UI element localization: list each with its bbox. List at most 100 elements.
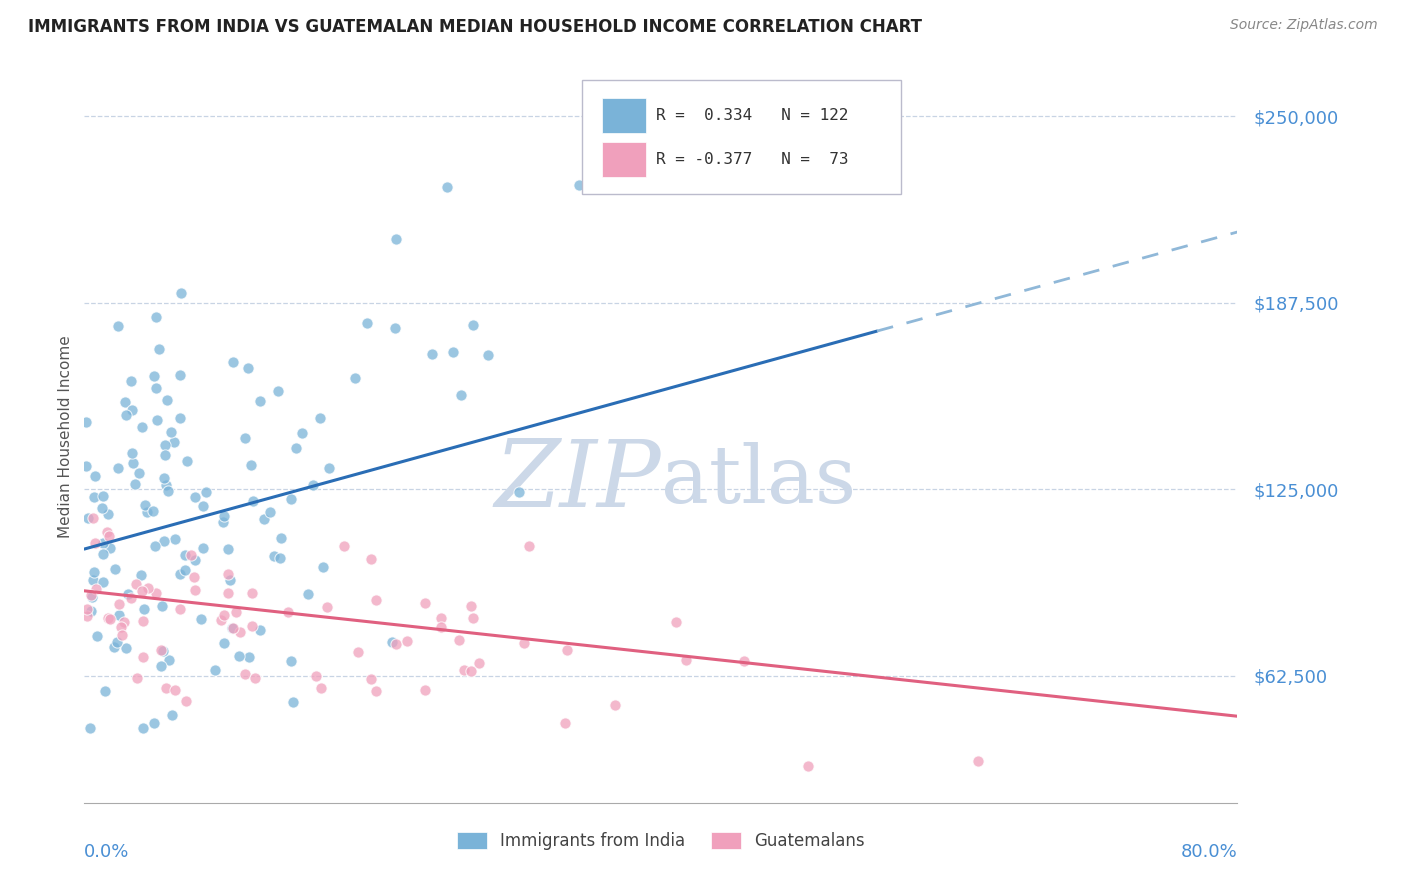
- Point: [103, 640, 125, 655]
- Point: [430, 620, 453, 634]
- Point: [170, 286, 193, 301]
- Point: [121, 403, 143, 417]
- Point: [249, 623, 271, 637]
- Point: [675, 653, 697, 667]
- Point: [191, 541, 214, 555]
- Point: [84, 582, 107, 596]
- Point: [110, 620, 132, 634]
- Point: [142, 504, 165, 518]
- Point: [312, 559, 335, 574]
- Point: [125, 576, 148, 591]
- Point: [360, 551, 382, 566]
- Point: [460, 664, 482, 678]
- Point: [233, 667, 256, 681]
- Point: [152, 644, 174, 658]
- Point: [83, 468, 105, 483]
- Text: atlas: atlas: [661, 442, 856, 520]
- Point: [155, 478, 177, 492]
- Point: [104, 562, 127, 576]
- Point: [420, 347, 443, 361]
- Point: [131, 420, 153, 434]
- Point: [155, 681, 177, 695]
- Point: [143, 539, 166, 553]
- Point: [568, 178, 591, 193]
- Point: [297, 587, 319, 601]
- Point: [145, 381, 167, 395]
- Point: [318, 461, 340, 475]
- Point: [665, 615, 688, 629]
- Point: [212, 508, 235, 523]
- Point: [134, 499, 156, 513]
- Point: [169, 368, 191, 383]
- Point: [115, 641, 138, 656]
- Point: [97, 611, 120, 625]
- Point: [253, 512, 276, 526]
- Point: [114, 394, 136, 409]
- Point: [129, 568, 152, 582]
- Point: [105, 635, 128, 649]
- Point: [79, 589, 101, 603]
- Point: [76, 609, 98, 624]
- Point: [557, 643, 579, 657]
- Point: [733, 653, 755, 667]
- Point: [97, 507, 120, 521]
- Text: Source: ZipAtlas.com: Source: ZipAtlas.com: [1230, 18, 1378, 32]
- Point: [436, 180, 458, 194]
- Point: [228, 624, 250, 639]
- Point: [165, 683, 187, 698]
- Point: [291, 425, 314, 440]
- Point: [233, 431, 256, 445]
- Point: [174, 694, 197, 708]
- Point: [157, 484, 180, 499]
- Point: [153, 534, 176, 549]
- Point: [269, 551, 291, 566]
- Point: [76, 511, 98, 525]
- Point: [96, 525, 118, 540]
- Point: [117, 587, 139, 601]
- Point: [190, 612, 212, 626]
- Point: [333, 539, 356, 553]
- Point: [603, 698, 626, 712]
- Point: [94, 684, 117, 698]
- Point: [83, 490, 105, 504]
- Y-axis label: Median Household Income: Median Household Income: [58, 335, 73, 539]
- Point: [366, 683, 388, 698]
- Point: [283, 695, 305, 709]
- Point: [356, 316, 378, 330]
- Point: [142, 715, 165, 730]
- Point: [228, 648, 250, 663]
- Point: [284, 441, 307, 455]
- Point: [115, 408, 138, 422]
- Point: [204, 663, 226, 677]
- Point: [249, 393, 271, 408]
- Point: [86, 629, 108, 643]
- Point: [413, 597, 436, 611]
- FancyBboxPatch shape: [582, 80, 901, 194]
- Point: [108, 608, 131, 623]
- FancyBboxPatch shape: [602, 142, 645, 177]
- Point: [396, 634, 419, 648]
- Point: [83, 566, 105, 580]
- Point: [463, 318, 485, 332]
- Point: [381, 635, 404, 649]
- Point: [132, 615, 155, 629]
- Point: [132, 650, 155, 665]
- Point: [194, 485, 217, 500]
- Point: [163, 532, 186, 546]
- Point: [98, 529, 121, 543]
- Point: [79, 721, 101, 735]
- Point: [280, 492, 302, 507]
- Point: [343, 371, 366, 385]
- Point: [222, 354, 245, 368]
- Point: [430, 611, 453, 625]
- Point: [121, 446, 143, 460]
- Text: 0.0%: 0.0%: [84, 843, 129, 861]
- Point: [125, 671, 148, 685]
- Point: [193, 499, 215, 513]
- Point: [441, 345, 464, 359]
- Point: [364, 593, 387, 607]
- Point: [447, 632, 470, 647]
- Point: [156, 393, 179, 408]
- Point: [75, 459, 97, 474]
- Point: [305, 668, 328, 682]
